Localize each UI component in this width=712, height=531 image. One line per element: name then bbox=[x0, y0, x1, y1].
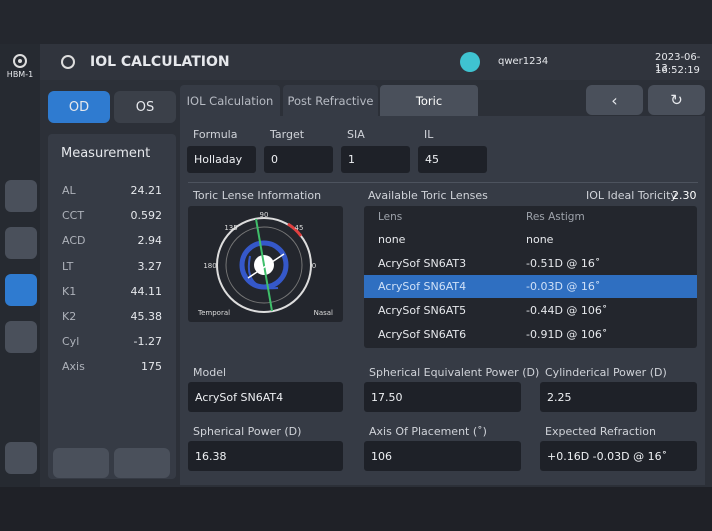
field-label: Formula bbox=[193, 128, 238, 141]
measure-value: 3.27 bbox=[137, 259, 163, 273]
nav-report[interactable] bbox=[5, 321, 37, 353]
eye-tab[interactable]: OD bbox=[48, 91, 110, 123]
refresh-button[interactable]: ↻ bbox=[648, 85, 705, 115]
field-input[interactable]: 45 bbox=[418, 146, 487, 173]
tab[interactable]: Toric bbox=[380, 85, 478, 116]
measurement-panel: Measurement AL 24.21 CCT 0.592 ACD 2.94 LT 3.27… bbox=[48, 134, 176, 479]
date: 2023-06-13 bbox=[655, 52, 701, 74]
result-value: +0.16D -0.03D @ 16˚ bbox=[540, 441, 697, 471]
measure-name: Cyl bbox=[62, 335, 80, 349]
angle-label: 180 bbox=[203, 262, 216, 270]
res-astigm: -0.03D @ 16˚ bbox=[526, 280, 601, 294]
sidebar bbox=[0, 44, 40, 487]
section-label: Available Toric Lenses bbox=[368, 189, 488, 202]
result-value: 16.38 bbox=[188, 441, 343, 471]
measure-name: ACD bbox=[62, 234, 86, 248]
res-astigm: -0.91D @ 106˚ bbox=[526, 327, 608, 341]
lens-name[interactable]: AcrySof SN6AT6 bbox=[378, 327, 467, 341]
result-value: AcrySof SN6AT4 bbox=[188, 382, 343, 412]
field-input[interactable]: 1 bbox=[341, 146, 410, 173]
column-header: Lens bbox=[378, 211, 403, 223]
result-label: Model bbox=[193, 366, 227, 379]
side-label: Temporal bbox=[197, 309, 230, 317]
lens-table: Lens Res Astigm none none AcrySof SN6AT3 -0.5… bbox=[364, 206, 697, 348]
column-header: Res Astigm bbox=[526, 211, 585, 223]
measure-name: LT bbox=[62, 259, 74, 273]
axis-diagram: 90 135 45 180 0 Temporal Nasal bbox=[197, 211, 333, 317]
avatar bbox=[460, 52, 480, 72]
field-input[interactable]: Holladay bbox=[187, 146, 256, 173]
result-label: Spherical Equivalent Power (D) bbox=[369, 366, 540, 379]
tab[interactable]: Post Refractive bbox=[283, 85, 378, 116]
back-button[interactable]: ‹ bbox=[586, 85, 643, 115]
side-label: Nasal bbox=[314, 309, 333, 317]
angle-label: 0 bbox=[312, 262, 316, 270]
logo bbox=[13, 54, 27, 68]
angle-label: 135 bbox=[224, 224, 237, 232]
angle-label: 90 bbox=[260, 211, 269, 219]
section-label: Toric Lense Information bbox=[193, 189, 322, 202]
tab[interactable]: IOL Calculation bbox=[180, 85, 280, 116]
angle-label: 45 bbox=[295, 224, 304, 232]
time: 16:52:19 bbox=[655, 65, 700, 76]
res-astigm: -0.44D @ 106˚ bbox=[526, 304, 608, 318]
field-label: IL bbox=[424, 128, 434, 141]
measure-value: 175 bbox=[141, 360, 162, 374]
header-bar bbox=[40, 44, 712, 80]
page-title: IOL CALCULATION bbox=[90, 54, 230, 70]
nav-iol[interactable] bbox=[5, 274, 37, 306]
device-name: HBM-1 bbox=[6, 70, 34, 79]
res-astigm: none bbox=[526, 233, 554, 246]
result-label: Expected Refraction bbox=[545, 425, 656, 438]
measure-name: K2 bbox=[62, 310, 77, 323]
measure-value: 2.94 bbox=[137, 234, 163, 248]
divider bbox=[188, 182, 698, 183]
result-value: 106 bbox=[364, 441, 521, 471]
user-name: qwer1234 bbox=[498, 56, 549, 67]
measure-value: -1.27 bbox=[133, 335, 162, 349]
measure-value: 44.11 bbox=[130, 284, 163, 298]
result-value: 2.25 bbox=[540, 382, 697, 412]
lens-name[interactable]: none bbox=[378, 233, 406, 246]
measure-value: 24.21 bbox=[130, 184, 163, 197]
ideal-value: 2.30 bbox=[672, 189, 697, 202]
lens-name[interactable]: AcrySof SN6AT3 bbox=[378, 256, 467, 270]
toric-diagram: 90 135 45 180 0 Temporal Nasal bbox=[188, 206, 343, 322]
bottom-bar bbox=[0, 487, 712, 531]
nav-patient[interactable] bbox=[5, 180, 37, 212]
edit-button[interactable] bbox=[53, 448, 109, 478]
measure-value: 0.592 bbox=[130, 209, 163, 223]
measurement-title: Measurement bbox=[61, 146, 151, 161]
lens-name[interactable]: AcrySof SN6AT5 bbox=[378, 304, 467, 318]
measure-value: 45.38 bbox=[130, 310, 163, 323]
lens-name[interactable]: AcrySof SN6AT4 bbox=[378, 280, 467, 294]
result-label: Spherical Power (D) bbox=[193, 425, 302, 438]
nav-settings[interactable] bbox=[5, 442, 37, 474]
measure-name: K1 bbox=[62, 284, 77, 298]
measure-name: AL bbox=[62, 184, 76, 197]
measure-name: CCT bbox=[62, 209, 85, 223]
field-input[interactable]: 0 bbox=[264, 146, 333, 173]
selected-row bbox=[364, 275, 697, 299]
result-label: Axis Of Placement (˚) bbox=[369, 425, 487, 438]
eye-tab[interactable]: OS bbox=[114, 91, 176, 123]
ideal-label: IOL Ideal Toricity bbox=[586, 189, 677, 202]
title-icon bbox=[61, 55, 75, 69]
result-value: 17.50 bbox=[364, 382, 521, 412]
result-label: Cylinderical Power (D) bbox=[545, 366, 667, 379]
res-astigm: -0.51D @ 16˚ bbox=[526, 256, 601, 270]
field-label: SIA bbox=[347, 128, 365, 141]
print-button[interactable] bbox=[114, 448, 170, 478]
measure-name: Axis bbox=[62, 360, 85, 374]
field-label: Target bbox=[270, 128, 305, 141]
nav-measure[interactable] bbox=[5, 227, 37, 259]
